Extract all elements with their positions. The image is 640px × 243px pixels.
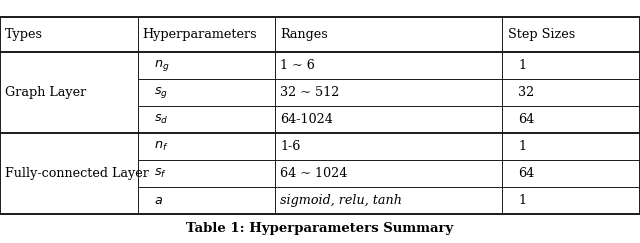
Text: 1: 1 [518, 59, 526, 72]
Text: $s_f$: $s_f$ [154, 167, 166, 180]
Text: 64: 64 [518, 113, 534, 126]
Text: $s_d$: $s_d$ [154, 113, 168, 126]
Text: $a$: $a$ [154, 194, 163, 207]
Text: Table 1: Hyperparameters Summary: Table 1: Hyperparameters Summary [186, 222, 454, 235]
Text: 64 ~ 1024: 64 ~ 1024 [280, 167, 348, 180]
Text: 64-1024: 64-1024 [280, 113, 333, 126]
Text: $n_g$: $n_g$ [154, 58, 169, 73]
Text: 64: 64 [518, 167, 534, 180]
Text: 32: 32 [518, 86, 534, 99]
Text: 1: 1 [518, 140, 526, 153]
Text: Types: Types [5, 28, 43, 41]
Text: sigmoid, relu, tanh: sigmoid, relu, tanh [280, 194, 403, 207]
Text: Hyperparameters: Hyperparameters [143, 28, 257, 41]
Text: Step Sizes: Step Sizes [508, 28, 575, 41]
Text: Ranges: Ranges [280, 28, 328, 41]
Text: $n_f$: $n_f$ [154, 140, 168, 153]
Text: $s_g$: $s_g$ [154, 85, 168, 100]
Text: 1-6: 1-6 [280, 140, 301, 153]
Text: 1 ~ 6: 1 ~ 6 [280, 59, 315, 72]
Text: Graph Layer: Graph Layer [5, 86, 86, 99]
Text: 32 ~ 512: 32 ~ 512 [280, 86, 340, 99]
Text: 1: 1 [518, 194, 526, 207]
Text: Fully-connected Layer: Fully-connected Layer [5, 167, 149, 180]
